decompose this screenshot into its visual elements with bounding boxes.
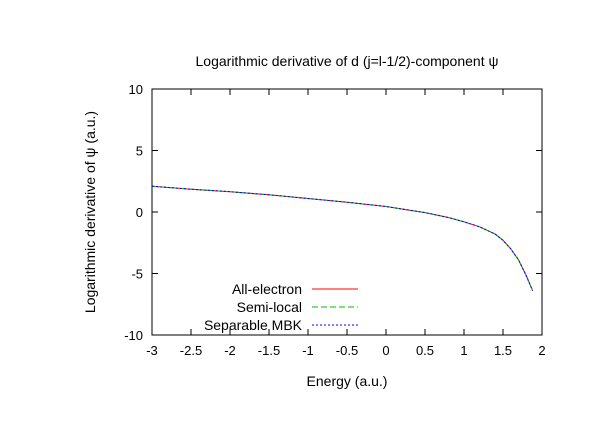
x-tick-label: 1 bbox=[460, 343, 467, 358]
chart-title: Logarithmic derivative of d (j=l-1/2)-co… bbox=[196, 53, 499, 69]
x-tick-label: 2 bbox=[538, 343, 545, 358]
x-tick-label: -1.5 bbox=[258, 343, 280, 358]
series-line-separable-mbk bbox=[151, 185, 534, 291]
y-tick-label: 5 bbox=[136, 144, 143, 159]
legend: All-electron Semi-local Separable MBK bbox=[204, 281, 358, 333]
x-tick-label: -0.5 bbox=[336, 343, 358, 358]
x-tick-label: -1 bbox=[302, 343, 314, 358]
x-axis-label: Energy (a.u.) bbox=[307, 373, 388, 389]
y-tick-label: -5 bbox=[131, 267, 143, 282]
y-tick-label: 10 bbox=[129, 82, 143, 97]
y-axis-label: Logarithmic derivative of ψ (a.u.) bbox=[82, 111, 98, 313]
x-tick-label: -3 bbox=[146, 343, 158, 358]
data-series bbox=[151, 185, 534, 291]
legend-label: Semi-local bbox=[237, 299, 302, 315]
x-tick-label: 1.5 bbox=[494, 343, 512, 358]
x-tick-label: 0.5 bbox=[416, 343, 434, 358]
legend-label: Separable MBK bbox=[204, 317, 303, 333]
x-tick-label: 0 bbox=[382, 343, 389, 358]
y-tick-label: 0 bbox=[136, 205, 143, 220]
x-tick-label: -2.5 bbox=[180, 343, 202, 358]
x-tick-label: -2 bbox=[224, 343, 236, 358]
y-tick-label: -10 bbox=[124, 328, 143, 343]
series-line-semi-local bbox=[151, 185, 534, 291]
legend-label: All-electron bbox=[232, 281, 302, 297]
plot-frame bbox=[151, 88, 543, 336]
axis-ticks: -3 -2.5 -2 -1.5 -1 -0.5 0 0.5 1 1.5 2 10 5 0 -5 -10 bbox=[124, 82, 545, 358]
